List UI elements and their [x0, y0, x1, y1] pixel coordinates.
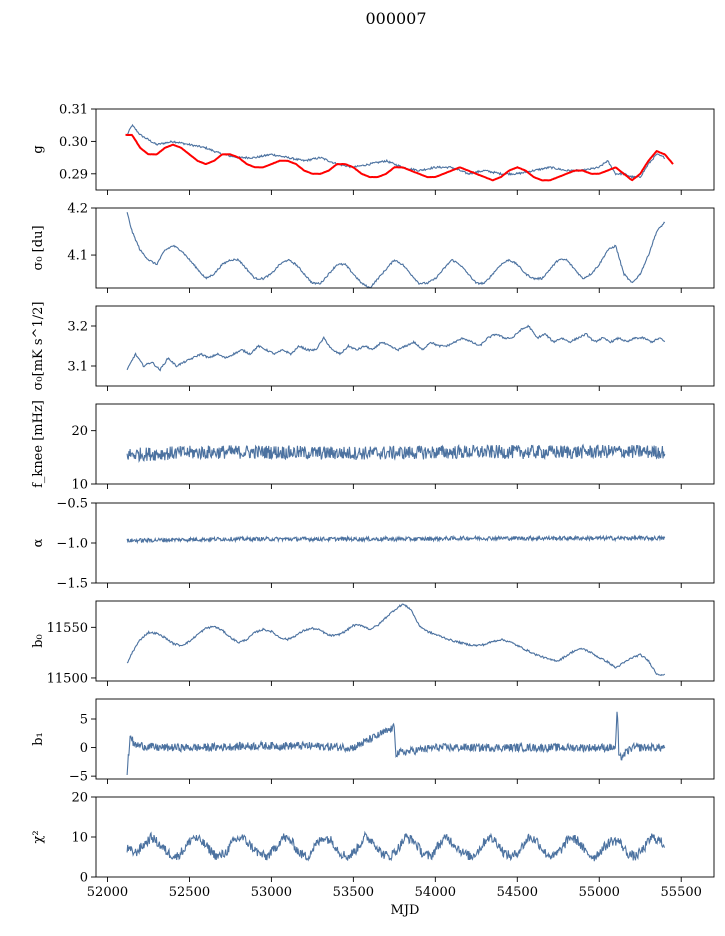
panel-frame: [95, 600, 715, 682]
y-tick-label: 0.30: [59, 135, 88, 150]
y-axis-label: σ₀[mK s^1/2]: [31, 302, 46, 391]
series-line-0: [126, 534, 666, 545]
x-tick-label: 55000: [579, 885, 620, 900]
series-line-0: [126, 711, 666, 776]
series-line-0: [126, 830, 665, 862]
y-tick-label: −1.5: [56, 577, 88, 592]
panel-2: 3.1 3.2 σ₀[mK s^1/2]: [31, 302, 715, 391]
figure-title: 000007: [365, 9, 426, 28]
y-axis-label: χ²: [31, 830, 46, 843]
series-line-0: [126, 123, 666, 179]
series-line-0: [126, 324, 666, 372]
panel-frame: [95, 207, 715, 289]
x-tick-label: 53000: [251, 885, 292, 900]
y-axis-label: f_knee [mHz]: [31, 400, 46, 488]
panel-6: −5 0 5 b₁: [31, 698, 715, 785]
y-tick-label: 3.1: [67, 360, 88, 375]
x-tick-label: 53500: [333, 885, 374, 900]
y-tick-label: 0: [80, 871, 88, 886]
x-tick-label: 52000: [87, 885, 128, 900]
panel-frame: [95, 403, 715, 485]
y-axis-label: b₀: [31, 634, 46, 648]
series-line-1: [125, 133, 674, 182]
panel-3: 10 20 f_knee [mHz]: [31, 400, 715, 493]
x-tick-label: 54500: [497, 885, 538, 900]
series-line-0: [126, 443, 666, 464]
panel-0: 0.29 0.30 0.31 g: [31, 103, 715, 195]
panel-frame: [95, 305, 715, 387]
series-line-0: [126, 603, 666, 677]
panel-1: 4.1 4.2 σ₀ [du]: [31, 202, 715, 293]
x-tick-label: 54000: [415, 885, 456, 900]
y-axis-label: b₁: [31, 732, 46, 746]
y-tick-label: 20: [71, 424, 88, 439]
x-tick-label: 55500: [661, 885, 702, 900]
y-tick-label: −5: [69, 770, 88, 785]
panel-frame: [95, 108, 715, 191]
y-tick-label: 0.29: [59, 167, 88, 182]
y-axis-label: σ₀ [du]: [31, 225, 46, 270]
y-tick-label: 4.1: [67, 249, 88, 264]
y-tick-label: 11500: [47, 671, 88, 686]
panels: 0.29 0.30 0.31 g 4.1 4.2 σ₀ [du] 3.1 3.2 σ₀[mK s^…: [31, 103, 715, 918]
y-tick-label: 0: [80, 741, 88, 756]
y-tick-label: 10: [71, 831, 88, 846]
panel-frame: [95, 502, 715, 584]
y-tick-label: −1.0: [56, 537, 88, 552]
panel-7: 0 10 20 52000 52500 53000 53500 54000 54500 55000…: [31, 791, 715, 918]
y-tick-label: 4.2: [67, 202, 88, 217]
y-tick-label: −0.5: [56, 497, 88, 512]
y-tick-label: 10: [71, 478, 88, 493]
y-tick-label: 20: [71, 791, 88, 806]
y-tick-label: 5: [80, 713, 88, 728]
y-axis-label: α: [31, 538, 46, 547]
panel-4: −1.5 −1.0 −0.5 α: [31, 497, 715, 592]
y-tick-label: 11550: [47, 621, 88, 636]
y-tick-label: 3.2: [67, 320, 88, 335]
y-tick-label: 0.31: [59, 103, 88, 118]
panel-frame: [95, 698, 715, 780]
series-line-0: [126, 212, 666, 288]
y-axis-label: g: [31, 145, 46, 153]
x-axis-label: MJD: [391, 903, 420, 918]
x-tick-label: 52500: [169, 885, 210, 900]
